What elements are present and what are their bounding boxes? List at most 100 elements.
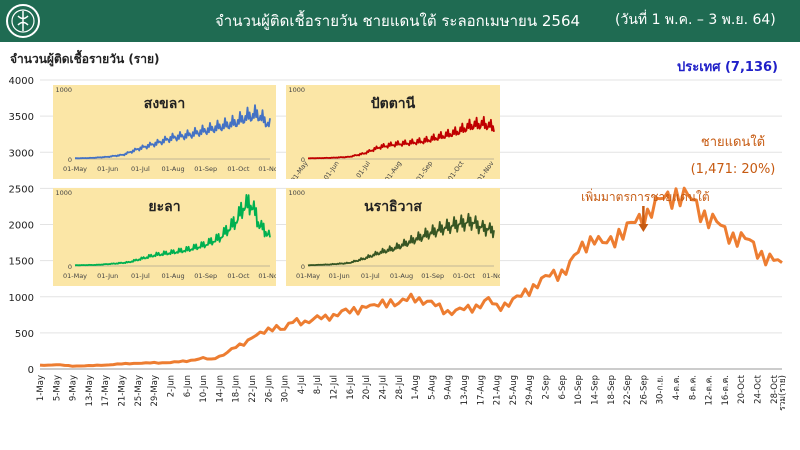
inset-y-tick-label: 0 (301, 156, 305, 164)
x-tick-label: 26-Sep (639, 375, 649, 405)
x-tick-label: 6-Sep (558, 375, 568, 400)
x-tick-label: 24-Jul (378, 375, 388, 400)
x-tick-label: 28-Jul (395, 375, 405, 400)
x-tick-label: 29-Aug (525, 375, 535, 405)
inset-x-tick-label: 01-Jul (131, 165, 150, 173)
inset-x-tick-label: 01-Aug (161, 165, 184, 173)
inset-x-tick-label: 01-Nov (258, 272, 276, 280)
x-tick-label: 26-Jun (264, 375, 274, 403)
inset-x-tick-label: 01-Jul (361, 272, 380, 280)
inset-x-tick-label: 01-Nov (482, 272, 500, 280)
x-tick-label: 21-May (118, 375, 128, 406)
x-tick-label: 12-Jul (330, 375, 340, 400)
x-tick-label: 9-Aug (444, 375, 454, 400)
x-tick-label: 10-Jun (199, 375, 209, 403)
inset-chart-yala: ยะลา 1000 0 01-May 01-Jun 01-Jul 01-Aug 01-Sep… (53, 188, 276, 286)
inset-y-tick-label: 0 (68, 156, 72, 164)
x-tick-label: 13-May (85, 375, 95, 406)
x-tick-label: 30-ก.ย. (656, 375, 666, 404)
inset-x-tick-label: 01-Sep (194, 272, 217, 280)
x-tick-label: 2-Jun (166, 375, 176, 397)
x-tick-label: 14-Sep (590, 375, 600, 405)
x-tick-label: 13-Aug (460, 375, 470, 405)
inset-title-pattani: ปัตตานี (370, 96, 416, 112)
inset-x-tick-label: 01-May (296, 272, 320, 280)
inset-x-tick-label: 01-Jun (97, 272, 118, 280)
y-tick-label: 1000 (9, 293, 34, 304)
x-tick-label: 17-May (101, 375, 111, 406)
x-tick-label: 14-Jun (215, 375, 225, 403)
ministry-logo-icon (6, 4, 40, 38)
inset-y-tick-label: 1000 (288, 189, 305, 197)
x-tick-label: 17-Aug (476, 375, 486, 405)
inset-title-songkhla: สงขลา (143, 96, 186, 112)
inset-x-tick-label: 01-Jun (329, 272, 350, 280)
x-tick-label: 25-Aug (509, 375, 519, 405)
inset-x-tick-label: 01-Sep (421, 272, 444, 280)
inset-x-tick-label: 01-Jul (355, 159, 372, 179)
inset-series-line-pattani (307, 115, 495, 160)
x-tick-label: 12-ต.ค. (705, 375, 715, 406)
inset-x-tick-label: 01-Oct (227, 165, 249, 173)
inset-title-narathiwat: นราธิวาส (364, 199, 422, 215)
annotation-label: เพิ่มมาตรการชายแดนใต้ (581, 188, 710, 204)
x-tick-label: 10-Sep (574, 375, 584, 405)
inset-x-tick-label: 01-May (63, 272, 87, 280)
inset-x-tick-label: 01-Oct (446, 159, 465, 179)
inset-series-line-yala (74, 194, 271, 267)
x-tick-label: 1-Aug (411, 375, 421, 400)
y-tick-label: 2000 (9, 221, 34, 232)
inset-x-tick-label: 01-Aug (383, 160, 403, 179)
inset-x-tick-label: 01-Sep (415, 160, 435, 179)
x-tick-label: 16-Jul (346, 375, 356, 400)
x-tick-label: 22-Sep (623, 375, 633, 405)
y-tick-label: 2500 (9, 184, 34, 195)
x-tick-label: 25-May (134, 375, 144, 406)
inset-chart-narathiwat: นราธิวาส 1000 0 01-May 01-Jun 01-Jul 01-Aug 01… (286, 188, 500, 286)
inset-x-tick-label: 01-Nov (476, 159, 496, 179)
title-bar: จำนวนผู้ติดเชื้อรายวัน ชายแดนใต้ ระลอกเม… (0, 0, 800, 42)
series-name-label: ชายแดนใต้ (701, 134, 765, 150)
y-tick-label: 4000 (9, 76, 34, 87)
x-tick-label: 29-May (150, 375, 160, 406)
annotation-arrow-head (638, 224, 649, 232)
inset-x-tick-label: 01-Jun (322, 160, 341, 179)
x-tick-label: 28-Oct (770, 374, 780, 403)
x-tick-label: 9-May (69, 375, 79, 401)
series-summary-label: (1,471: 20%) (691, 162, 776, 177)
x-tick-label: 5-May (52, 375, 62, 401)
inset-y-tick-label: 1000 (288, 86, 305, 94)
main-line-chart: 0 500 1000 1500 2000 2500 3000 3500 4000 1-May 5-M… (9, 76, 788, 411)
inset-chart-pattani: ปัตตานี 1000 0 01-May 01-Jun 01-Jul 01-Aug 01-… (286, 85, 500, 179)
y-axis-label: จำนวนผู้ติดเชื้อรายวัน (ราย) (10, 52, 160, 66)
x-tick-label: 4-Jul (297, 375, 307, 394)
x-tick-label: 24-Oct (754, 374, 764, 403)
inset-y-tick-label: 0 (68, 263, 72, 271)
y-tick-label: 1500 (9, 257, 34, 268)
inset-x-tick-label: 01-Jun (97, 165, 118, 173)
date-range: (วันที่ 1 พ.ค. – 3 พ.ย. 64) (615, 12, 776, 28)
page-title: จำนวนผู้ติดเชื้อรายวัน ชายแดนใต้ ระลอกเม… (215, 12, 581, 30)
x-tick-label: 20-Oct (737, 374, 747, 403)
x-tick-label: 16-ต.ค. (721, 375, 731, 406)
x-tick-label: 8-Jul (313, 375, 323, 394)
x-tick-label: รวม(ราย) (778, 375, 788, 411)
y-tick-label: 3500 (9, 112, 34, 123)
inset-title-yala: ยะลา (148, 199, 181, 215)
inset-x-tick-label: 01-Aug (390, 272, 413, 280)
inset-y-tick-label: 1000 (55, 189, 72, 197)
x-tick-label: 6-Jun (183, 375, 193, 397)
inset-x-tick-label: 01-Jul (131, 272, 150, 280)
inset-x-tick-label: 01-Nov (258, 165, 276, 173)
x-tick-label: 4-ต.ค. (672, 375, 682, 400)
x-tick-label: 5-Aug (427, 375, 437, 400)
x-tick-label: 1-May (36, 375, 46, 401)
inset-x-tick-label: 01-May (63, 165, 87, 173)
x-tick-label: 2-Sep (542, 375, 552, 400)
x-tick-label: 18-Sep (607, 375, 617, 405)
y-tick-label: 0 (28, 365, 34, 376)
inset-x-tick-label: 01-Oct (453, 272, 475, 280)
inset-x-tick-label: 01-Sep (194, 165, 217, 173)
inset-x-tick-label: 01-Aug (161, 272, 184, 280)
x-tick-label: 21-Aug (493, 375, 503, 405)
